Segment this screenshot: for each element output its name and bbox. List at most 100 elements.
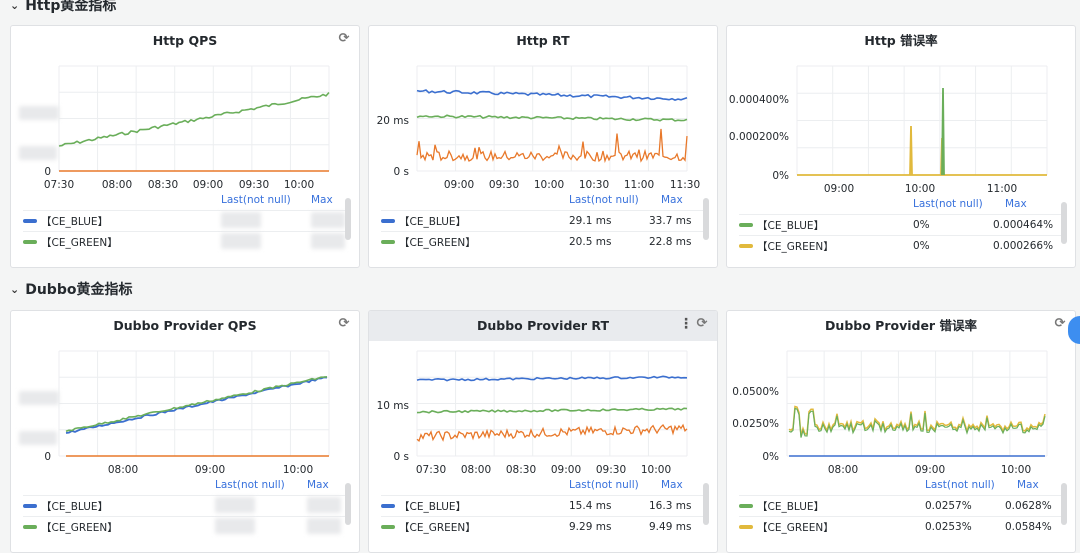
legend-last-header[interactable]: Last(not null) <box>215 479 285 491</box>
legend-last-value: 0% <box>913 240 930 252</box>
chart-svg: 0.0500% 0.0250% 0% 08:00 09:00 10:00 <box>732 350 1048 476</box>
legend-row[interactable]: 【CE_BLUE】 15.4 ms 16.3 ms <box>381 495 707 516</box>
legend-last-value: 0.0253% <box>925 521 972 533</box>
redacted-block <box>221 233 261 249</box>
x-tick-label: 09:00 <box>551 464 581 476</box>
legend-row[interactable]: 【CE_GREEN】 0% 0.000266% <box>739 235 1065 256</box>
redacted-block <box>19 146 57 160</box>
x-tick-label: 09:00 <box>915 464 945 476</box>
row-header-http[interactable]: ⌄ Http黄金指标 <box>10 0 116 15</box>
legend-row[interactable]: 【CE_GREEN】 <box>23 231 349 252</box>
x-tick-label: 09:00 <box>193 179 223 191</box>
series-line <box>941 87 945 176</box>
legend-row[interactable]: 【CE_GREEN】 9.29 ms 9.49 ms <box>381 516 707 537</box>
legend-scrollbar[interactable] <box>1061 202 1067 244</box>
legend-scrollbar[interactable] <box>703 483 709 525</box>
x-tick-label: 10:30 <box>579 179 609 191</box>
panel-dubbo-qps: Dubbo Provider QPS ⟳ 0 08:00 09:00 10:00 Last… <box>10 310 360 553</box>
series-line <box>58 91 330 147</box>
panel-header[interactable]: Dubbo Provider 错误率 ⟳ <box>727 311 1075 341</box>
panel-dubbo-error-rate: Dubbo Provider 错误率 ⟳ 0.0500% 0.0250% 0% 08:0… <box>726 310 1076 553</box>
legend-scrollbar[interactable] <box>345 198 351 240</box>
y-tick-label: 0.0250% <box>732 418 779 430</box>
legend-max-header[interactable]: Max <box>661 479 683 491</box>
legend-last-header[interactable]: Last(not null) <box>221 194 291 206</box>
legend-series-name: 【CE_BLUE】 <box>41 215 109 228</box>
legend-max-header[interactable]: Max <box>307 479 329 491</box>
legend-row[interactable]: 【CE_BLUE】 29.1 ms 33.7 ms <box>381 210 707 231</box>
legend-scrollbar[interactable] <box>1061 483 1067 525</box>
legend-last-header[interactable]: Last(not null) <box>925 479 995 491</box>
chart-svg: 007:30 08:00 08:30 09:00 09:30 10:00 <box>44 65 330 191</box>
panel-dubbo-rt: Dubbo Provider RT ⋮ ⟳ 10 ms 0 s 07:30 08:00 08… <box>368 310 718 553</box>
legend-scrollbar[interactable] <box>703 198 709 240</box>
panel-header[interactable]: Http RT <box>369 26 717 56</box>
legend-series-name: 【CE_GREEN】 <box>399 521 476 534</box>
redacted-block <box>311 233 345 249</box>
legend-max-header[interactable]: Max <box>661 194 683 206</box>
refresh-icon[interactable]: ⟳ <box>338 316 350 331</box>
x-tick-label: 08:00 <box>108 464 138 476</box>
legend-row[interactable]: 【CE_BLUE】 0% 0.000464% <box>739 214 1065 235</box>
legend-last-header[interactable]: Last(not null) <box>569 194 639 206</box>
legend-last-value: 29.1 ms <box>569 215 612 227</box>
legend-series-name: 【CE_GREEN】 <box>41 236 118 249</box>
x-tick-label: 07:30 <box>44 179 74 191</box>
x-tick-label: 10:00 <box>284 179 314 191</box>
legend-row[interactable]: 【CE_BLUE】 <box>23 495 349 516</box>
legend-max-header[interactable]: Max <box>1005 198 1027 210</box>
panel-header[interactable]: Http 错误率 <box>727 26 1075 56</box>
legend-swatch <box>23 219 37 223</box>
x-tick-label: 08:30 <box>506 464 536 476</box>
legend-max-value: 0.000266% <box>993 240 1054 252</box>
legend-max-value: 33.7 ms <box>649 215 692 227</box>
legend-scrollbar[interactable] <box>345 483 351 525</box>
chart-svg: 10 ms 0 s 07:30 08:00 08:30 09:00 09:30 10:00 <box>377 350 688 476</box>
x-tick-label: 08:00 <box>102 179 132 191</box>
legend-series-name: 【CE_GREEN】 <box>757 240 834 253</box>
row-header-dubbo[interactable]: ⌄ Dubbo黄金指标 <box>10 279 132 299</box>
legend-row[interactable]: 【CE_GREEN】 0.0253% 0.0584% <box>739 516 1065 537</box>
panel-header[interactable]: Dubbo Provider RT ⋮ ⟳ <box>369 311 717 341</box>
legend-max-header[interactable]: Max <box>1017 479 1039 491</box>
legend-row[interactable]: 【CE_GREEN】 20.5 ms 22.8 ms <box>381 231 707 252</box>
refresh-icon[interactable]: ⟳ <box>1054 316 1066 331</box>
legend-last-header[interactable]: Last(not null) <box>569 479 639 491</box>
more-vertical-icon[interactable]: ⋮ <box>679 316 693 332</box>
legend-series-name: 【CE_BLUE】 <box>757 500 825 513</box>
refresh-icon[interactable]: ⟳ <box>338 31 350 46</box>
chevron-down-icon: ⌄ <box>10 282 20 296</box>
legend-swatch <box>23 504 37 508</box>
legend-swatch <box>739 525 753 529</box>
series-line <box>416 407 688 414</box>
x-tick-label: 10:00 <box>905 183 935 195</box>
series-line <box>909 125 913 176</box>
y-tick-label: 10 ms <box>377 400 409 412</box>
x-tick-label: 09:00 <box>824 183 854 195</box>
redacted-block <box>215 518 255 534</box>
panel-title: Dubbo Provider 错误率 <box>825 318 977 333</box>
legend-row[interactable]: 【CE_BLUE】 0.0257% 0.0628% <box>739 495 1065 516</box>
panel-header[interactable]: Dubbo Provider QPS ⟳ <box>11 311 359 341</box>
legend-max-value: 16.3 ms <box>649 500 692 512</box>
legend-row[interactable]: 【CE_BLUE】 <box>23 210 349 231</box>
panel-header[interactable]: Http QPS ⟳ <box>11 26 359 56</box>
x-tick-label: 11:00 <box>987 183 1017 195</box>
redacted-block <box>19 431 57 445</box>
x-tick-label: 10:00 <box>1001 464 1031 476</box>
refresh-icon[interactable]: ⟳ <box>696 316 708 331</box>
legend-last-value: 0% <box>913 219 930 231</box>
legend-series-name: 【CE_GREEN】 <box>757 521 834 534</box>
panel-title: Http RT <box>516 33 570 48</box>
legend-swatch <box>23 240 37 244</box>
panel-title: Dubbo Provider RT <box>477 318 609 333</box>
series-line <box>416 375 688 382</box>
legend-row[interactable]: 【CE_GREEN】 <box>23 516 349 537</box>
legend-last-header[interactable]: Last(not null) <box>913 198 983 210</box>
legend-max-header[interactable]: Max <box>311 194 333 206</box>
chart-svg: 0 08:00 09:00 10:00 <box>44 350 330 476</box>
side-action-button[interactable] <box>1068 316 1080 344</box>
x-tick-label: 09:30 <box>239 179 269 191</box>
x-tick-label: 09:30 <box>489 179 519 191</box>
series-line <box>416 114 688 122</box>
